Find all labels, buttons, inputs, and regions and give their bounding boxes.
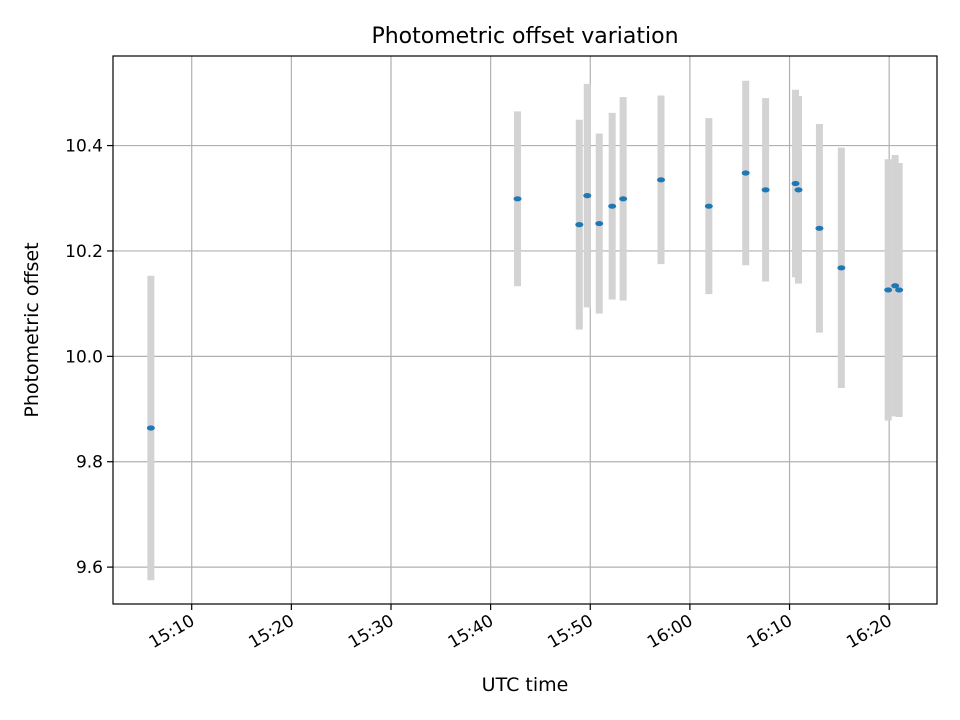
data-point	[146, 425, 155, 431]
data-point	[884, 287, 893, 293]
x-axis-label: UTC time	[482, 674, 569, 696]
data-point	[891, 283, 900, 289]
data-point	[761, 187, 770, 193]
data-point	[619, 196, 628, 202]
data-point	[815, 225, 824, 231]
y-tick-label: 10.2	[65, 242, 103, 262]
y-axis-ticks: 9.6 9.8 10.0 10.2 10.4	[65, 137, 113, 578]
data-point	[741, 170, 750, 176]
data-point	[583, 193, 592, 199]
plot-area	[113, 56, 937, 604]
data-point	[575, 222, 584, 228]
data-point	[791, 180, 800, 187]
data-point	[704, 203, 713, 209]
data-point	[513, 196, 522, 202]
data-point	[895, 287, 904, 293]
data-point	[794, 187, 803, 193]
y-tick-label: 9.8	[76, 453, 103, 473]
y-tick-label: 9.6	[76, 558, 103, 578]
data-point	[837, 265, 846, 271]
plot-frame	[112, 55, 938, 605]
data-point	[595, 220, 604, 227]
y-tick-label: 10.0	[65, 347, 103, 367]
y-tick-label: 10.4	[65, 137, 103, 157]
data-points	[146, 170, 904, 431]
grid-lines	[113, 56, 937, 604]
data-point	[657, 177, 666, 183]
y-axis-label: Photometric offset	[21, 242, 43, 417]
data-point	[608, 203, 617, 209]
chart-title: Photometric offset variation	[371, 24, 678, 49]
